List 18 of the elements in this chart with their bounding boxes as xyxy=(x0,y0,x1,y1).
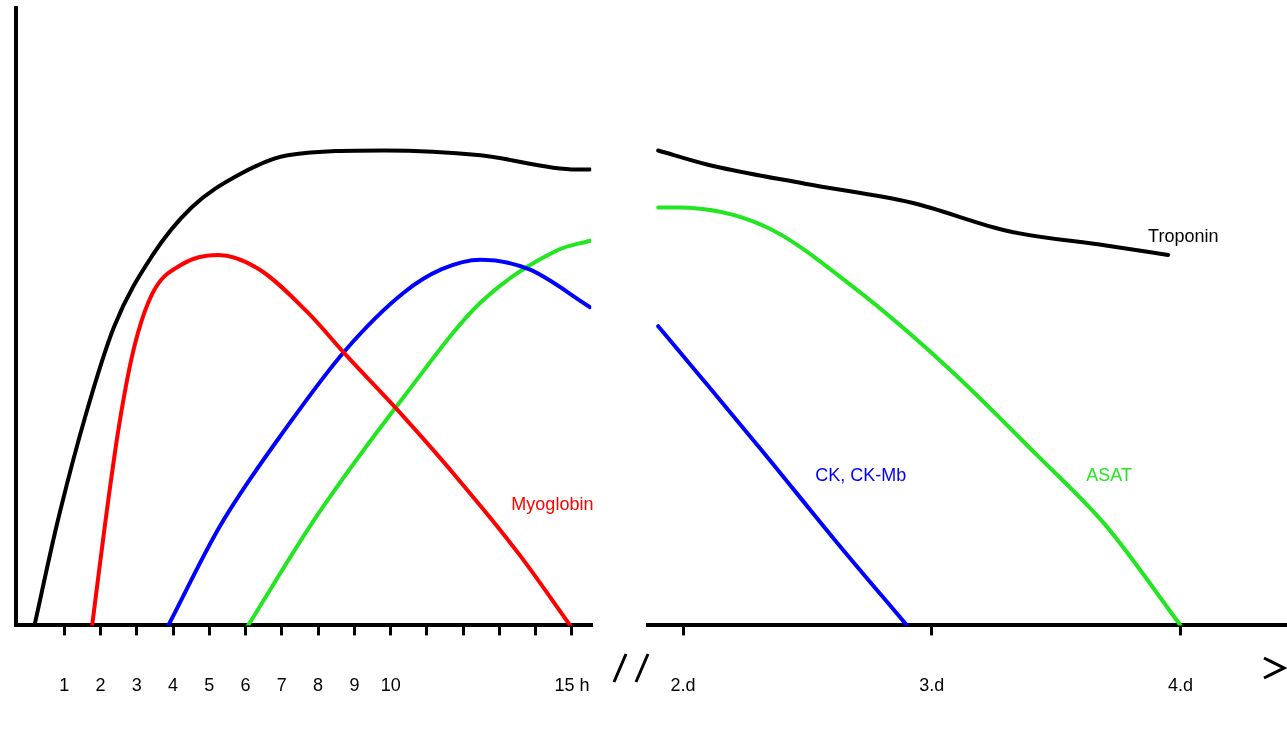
series-label: ASAT xyxy=(1086,465,1132,486)
x-tick-label: 4 xyxy=(168,675,179,696)
x-tick-label: 3.d xyxy=(919,675,945,696)
x-tick-label: 8 xyxy=(313,675,324,696)
x-tick-label: 2 xyxy=(95,675,106,696)
series-label: CK, CK-Mb xyxy=(815,465,907,486)
series-label: Myoglobin xyxy=(511,493,594,514)
x-tick-label: 6 xyxy=(240,675,251,696)
x-tick-label: 10 xyxy=(380,675,401,696)
x-tick-label: 7 xyxy=(276,675,287,696)
x-tick-label: 4.d xyxy=(1168,675,1194,696)
x-tick-label: 9 xyxy=(349,675,360,696)
x-tick-label: 3 xyxy=(131,675,142,696)
x-tick-label: 15 h xyxy=(554,675,590,696)
x-tick-label: 5 xyxy=(204,675,215,696)
series-label: Troponin xyxy=(1148,225,1219,246)
x-tick-label: 1 xyxy=(59,675,70,696)
x-tick-label: 2.d xyxy=(670,675,696,696)
